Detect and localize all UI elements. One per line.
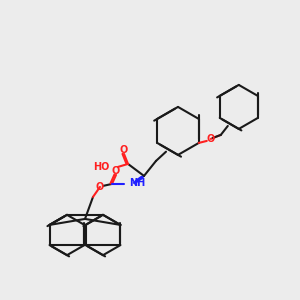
Text: O: O — [120, 145, 128, 155]
Text: O: O — [96, 182, 104, 192]
Text: NH: NH — [129, 178, 145, 188]
Text: O: O — [207, 134, 215, 144]
Text: HO: HO — [94, 162, 110, 172]
Text: O: O — [112, 166, 120, 176]
